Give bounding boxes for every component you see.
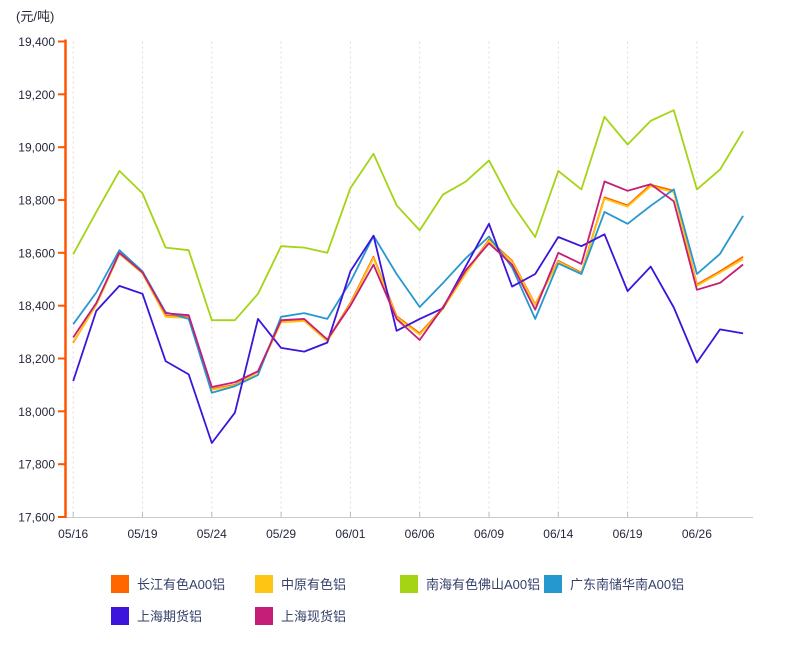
y-tick-label-19200: 19,200	[18, 88, 55, 102]
legend-label: 上海期货铝	[137, 609, 203, 624]
legend-item-广东南储华南A00铝[interactable]: 广东南储华南A00铝	[544, 574, 684, 593]
y-tick-label-18400: 18,400	[18, 299, 55, 313]
legend-swatch-icon	[544, 574, 562, 593]
legend-swatch-icon	[111, 574, 129, 593]
legend-item-长江有色A00铝[interactable]: 长江有色A00铝	[111, 574, 225, 593]
x-tick-label-06/09: 06/09	[474, 527, 504, 541]
y-tick-label-19400: 19,400	[18, 35, 55, 49]
y-tick-label-18800: 18,800	[18, 194, 55, 208]
x-tick-label-06/01: 06/01	[335, 527, 365, 541]
x-tick-label-05/24: 05/24	[197, 527, 227, 541]
series-line-南海有色佛山A00铝	[72, 109, 744, 322]
gridlines	[72, 41, 698, 517]
x-tick-label-06/19: 06/19	[613, 527, 643, 541]
x-tick-label-06/26: 06/26	[682, 527, 712, 541]
legend-label: 中原有色铝	[281, 577, 347, 592]
y-tick-label-18000: 18,000	[18, 405, 55, 419]
y-tick-label-18200: 18,200	[18, 352, 55, 366]
legend-label: 广东南储华南A00铝	[570, 577, 685, 592]
y-tick-label-18600: 18,600	[18, 246, 55, 260]
chart-plot-area: 05/16 05/19 05/24 05/29 06/01 06/06 06/09 06/14…	[18, 35, 753, 541]
series-line-广东南储华南A00铝	[72, 188, 744, 394]
x-tick-label-06/06: 06/06	[405, 527, 435, 541]
legend-item-上海现货铝[interactable]: 上海现货铝	[255, 606, 346, 625]
y-axis-unit-label: (元/吨)	[16, 9, 55, 24]
x-tick-label-05/19: 05/19	[127, 527, 157, 541]
series-line-长江有色A00铝	[72, 183, 744, 390]
x-tick-label-05/16: 05/16	[58, 527, 88, 541]
y-tick-label-17800: 17,800	[18, 458, 55, 472]
legend-label: 上海现货铝	[281, 609, 347, 624]
x-axis-labels: 05/16 05/19 05/24 05/29 06/01 06/06 06/09 06/14…	[58, 527, 712, 541]
legend-label: 长江有色A00铝	[137, 577, 226, 592]
legend-swatch-icon	[255, 574, 273, 593]
legend-item-南海有色佛山A00铝[interactable]: 南海有色佛山A00铝	[400, 574, 540, 593]
x-tick-label-05/29: 05/29	[266, 527, 296, 541]
legend-item-中原有色铝[interactable]: 中原有色铝	[255, 574, 346, 593]
legend-item-上海期货铝[interactable]: 上海期货铝	[111, 606, 202, 625]
legend-label: 南海有色佛山A00铝	[426, 577, 541, 592]
legend-swatch-icon	[400, 574, 418, 593]
series-line-上海期货铝	[72, 222, 744, 444]
y-tick-label-19000: 19,000	[18, 141, 55, 155]
y-tick-label-17600: 17,600	[18, 511, 55, 525]
series-line-上海现货铝	[72, 180, 744, 388]
x-tick-label-06/14: 06/14	[543, 527, 573, 541]
series-lines	[72, 109, 744, 444]
legend-swatch-icon	[111, 606, 129, 625]
legend-swatch-icon	[255, 606, 273, 625]
x-axis-ticks	[72, 512, 698, 517]
y-axis-labels: 19,400 19,200 19,000 18,800 18,600 18,400 18,2…	[18, 35, 55, 525]
